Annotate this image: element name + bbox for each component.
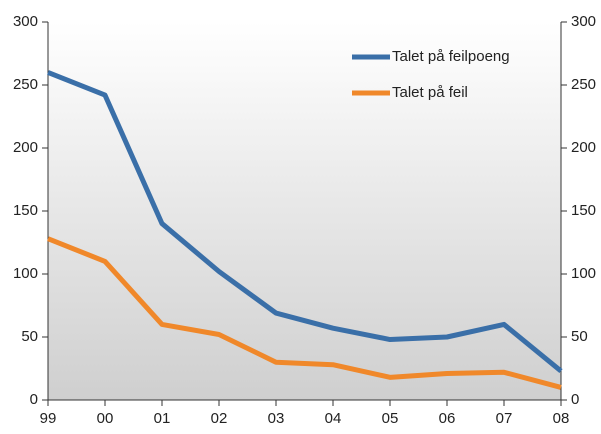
y-tick-label: 0 (30, 391, 38, 408)
y-tick-label: 300 (13, 13, 38, 30)
y2-tick-label: 100 (571, 265, 596, 282)
legend-label: Talet på feil (392, 84, 468, 101)
y-tick-label: 50 (21, 328, 38, 345)
x-tick-label: 01 (154, 410, 171, 427)
y2-tick-label: 250 (571, 76, 596, 93)
y-tick-label: 100 (13, 265, 38, 282)
y2-tick-label: 50 (571, 328, 588, 345)
y2-tick-label: 300 (571, 13, 596, 30)
plot-area (48, 22, 561, 400)
x-tick-label: 03 (268, 410, 285, 427)
x-tick-label: 00 (97, 410, 114, 427)
series-line (47, 236, 562, 390)
x-tick-label: 05 (382, 410, 399, 427)
x-tick-label: 06 (439, 410, 456, 427)
legend-label: Talet på feilpoeng (392, 48, 510, 65)
x-tick-label: 07 (496, 410, 513, 427)
y-tick-label: 200 (13, 139, 38, 156)
x-tick-label: 08 (553, 410, 570, 427)
y-tick-label: 250 (13, 76, 38, 93)
y2-tick-label: 150 (571, 202, 596, 219)
y2-tick-label: 0 (571, 391, 579, 408)
y2-tick-label: 200 (571, 139, 596, 156)
series-line (47, 70, 563, 373)
x-tick-label: 99 (40, 410, 57, 427)
x-tick-label: 02 (211, 410, 228, 427)
x-tick-label: 04 (325, 410, 342, 427)
y-tick-label: 150 (13, 202, 38, 219)
